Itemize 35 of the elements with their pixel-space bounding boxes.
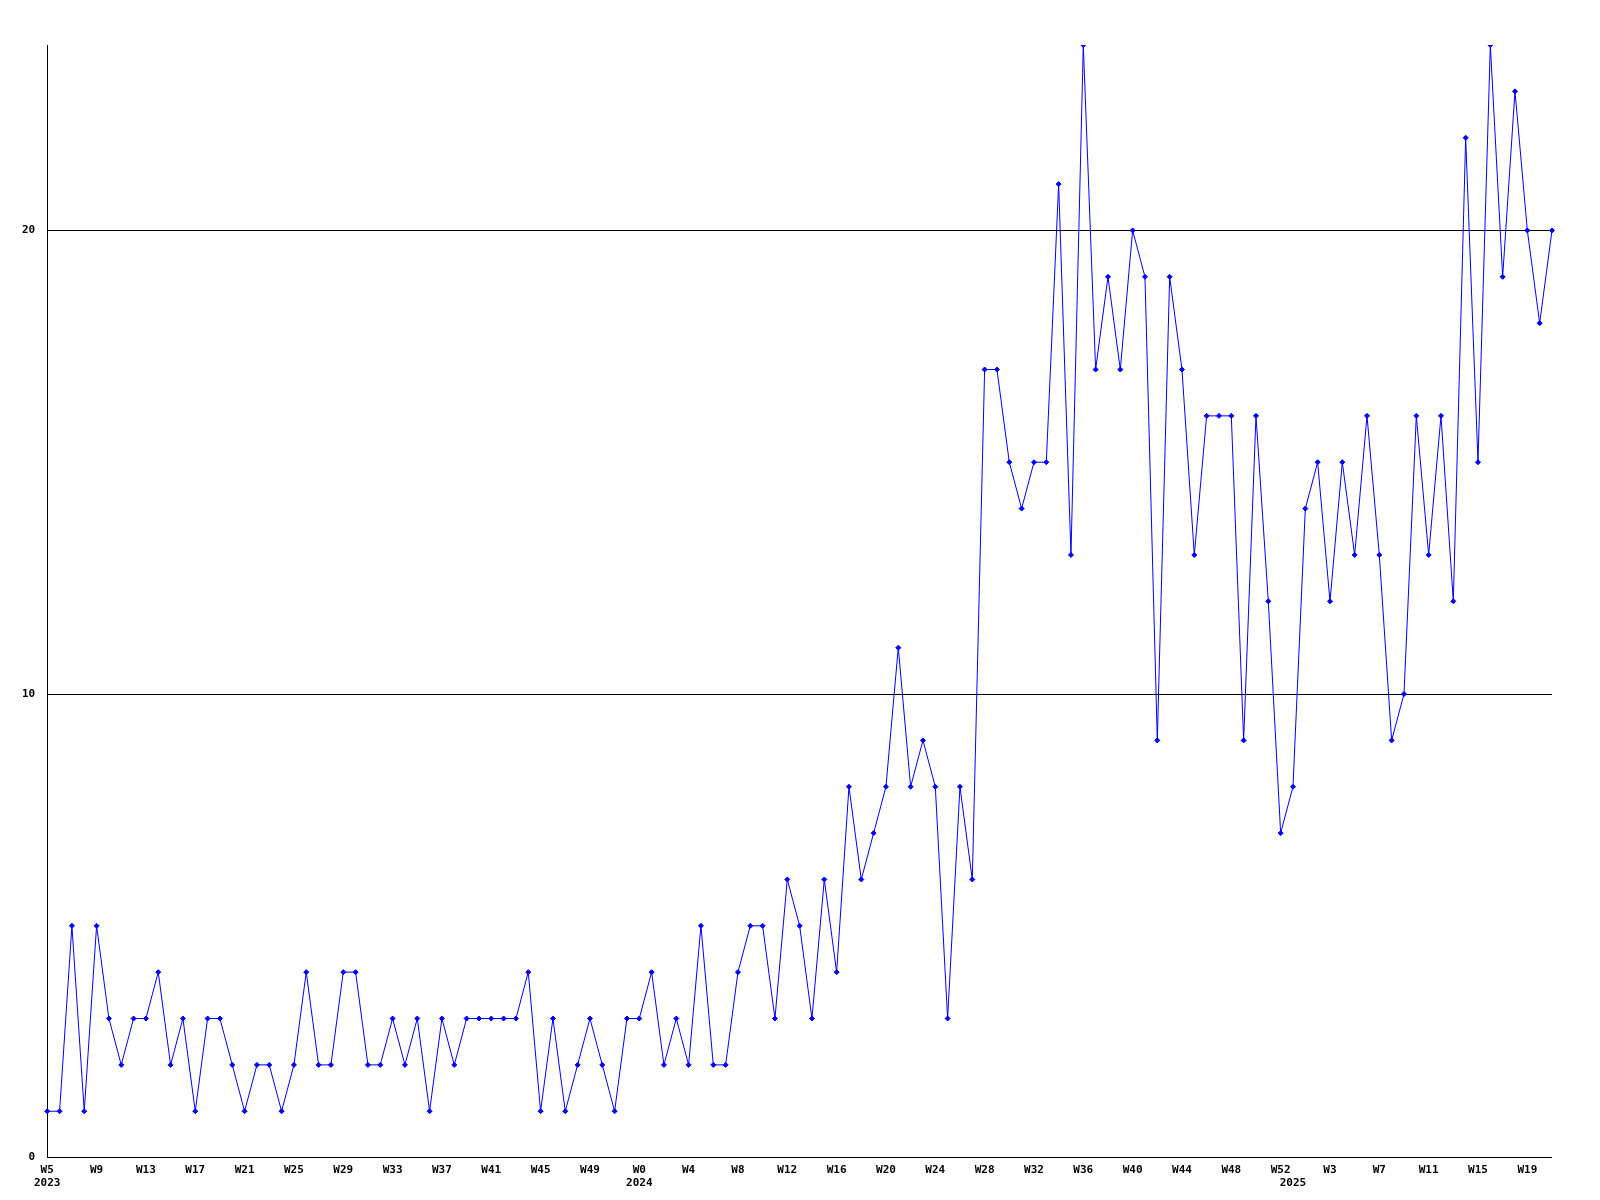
x-tick-label: W45 [530, 1163, 551, 1177]
x-tick-label: W16 [826, 1163, 847, 1177]
x-tick-label: W40 [1122, 1163, 1143, 1177]
x-tick-label: W15 [1468, 1163, 1488, 1177]
x-tick-label: W52 [1270, 1163, 1291, 1177]
x-tick-label: W8 [731, 1163, 745, 1177]
x-tick-label: W41 [481, 1163, 502, 1177]
x-tick-label: W37 [432, 1163, 452, 1177]
x-tick-label: W44 [1172, 1163, 1193, 1177]
x-tick-label: W28 [974, 1163, 995, 1177]
x-tick-label: W32 [1024, 1163, 1044, 1177]
x-tick-label: W24 [925, 1163, 946, 1177]
x-tick-label: W20 [876, 1163, 896, 1177]
x-tick-label: W33 [382, 1163, 403, 1177]
x-tick-label: W3 [1323, 1163, 1337, 1177]
x-tick-label: W25 [283, 1163, 304, 1177]
y-tick-label: 0 [28, 1150, 36, 1164]
x-tick-label: W48 [1221, 1163, 1242, 1177]
x-tick-label: W13 [135, 1163, 156, 1177]
x-tick-label: W7 [1372, 1163, 1386, 1177]
y-tick-label: 20 [22, 223, 36, 237]
x-tick-label: W0 2024 [626, 1163, 653, 1190]
x-tick-label: W4 [681, 1163, 696, 1177]
x-tick-label: W36 [1073, 1163, 1094, 1177]
x-tick-label: W9 [89, 1163, 104, 1177]
y-tick-label: 10 [22, 686, 36, 700]
x-tick-label: W12 [777, 1163, 798, 1177]
x-tick-label: W29 [333, 1163, 354, 1177]
x-tick-label: 2025 [1279, 1176, 1307, 1190]
x-tick-label: W21 [234, 1163, 255, 1177]
x-tick-label: W17 [185, 1163, 206, 1177]
x-tick-label: W19 [1517, 1163, 1538, 1177]
x-tick-label: W5 2023 [34, 1163, 61, 1190]
x-tick-label: W11 [1418, 1163, 1439, 1177]
x-tick-label: W49 [580, 1163, 600, 1177]
